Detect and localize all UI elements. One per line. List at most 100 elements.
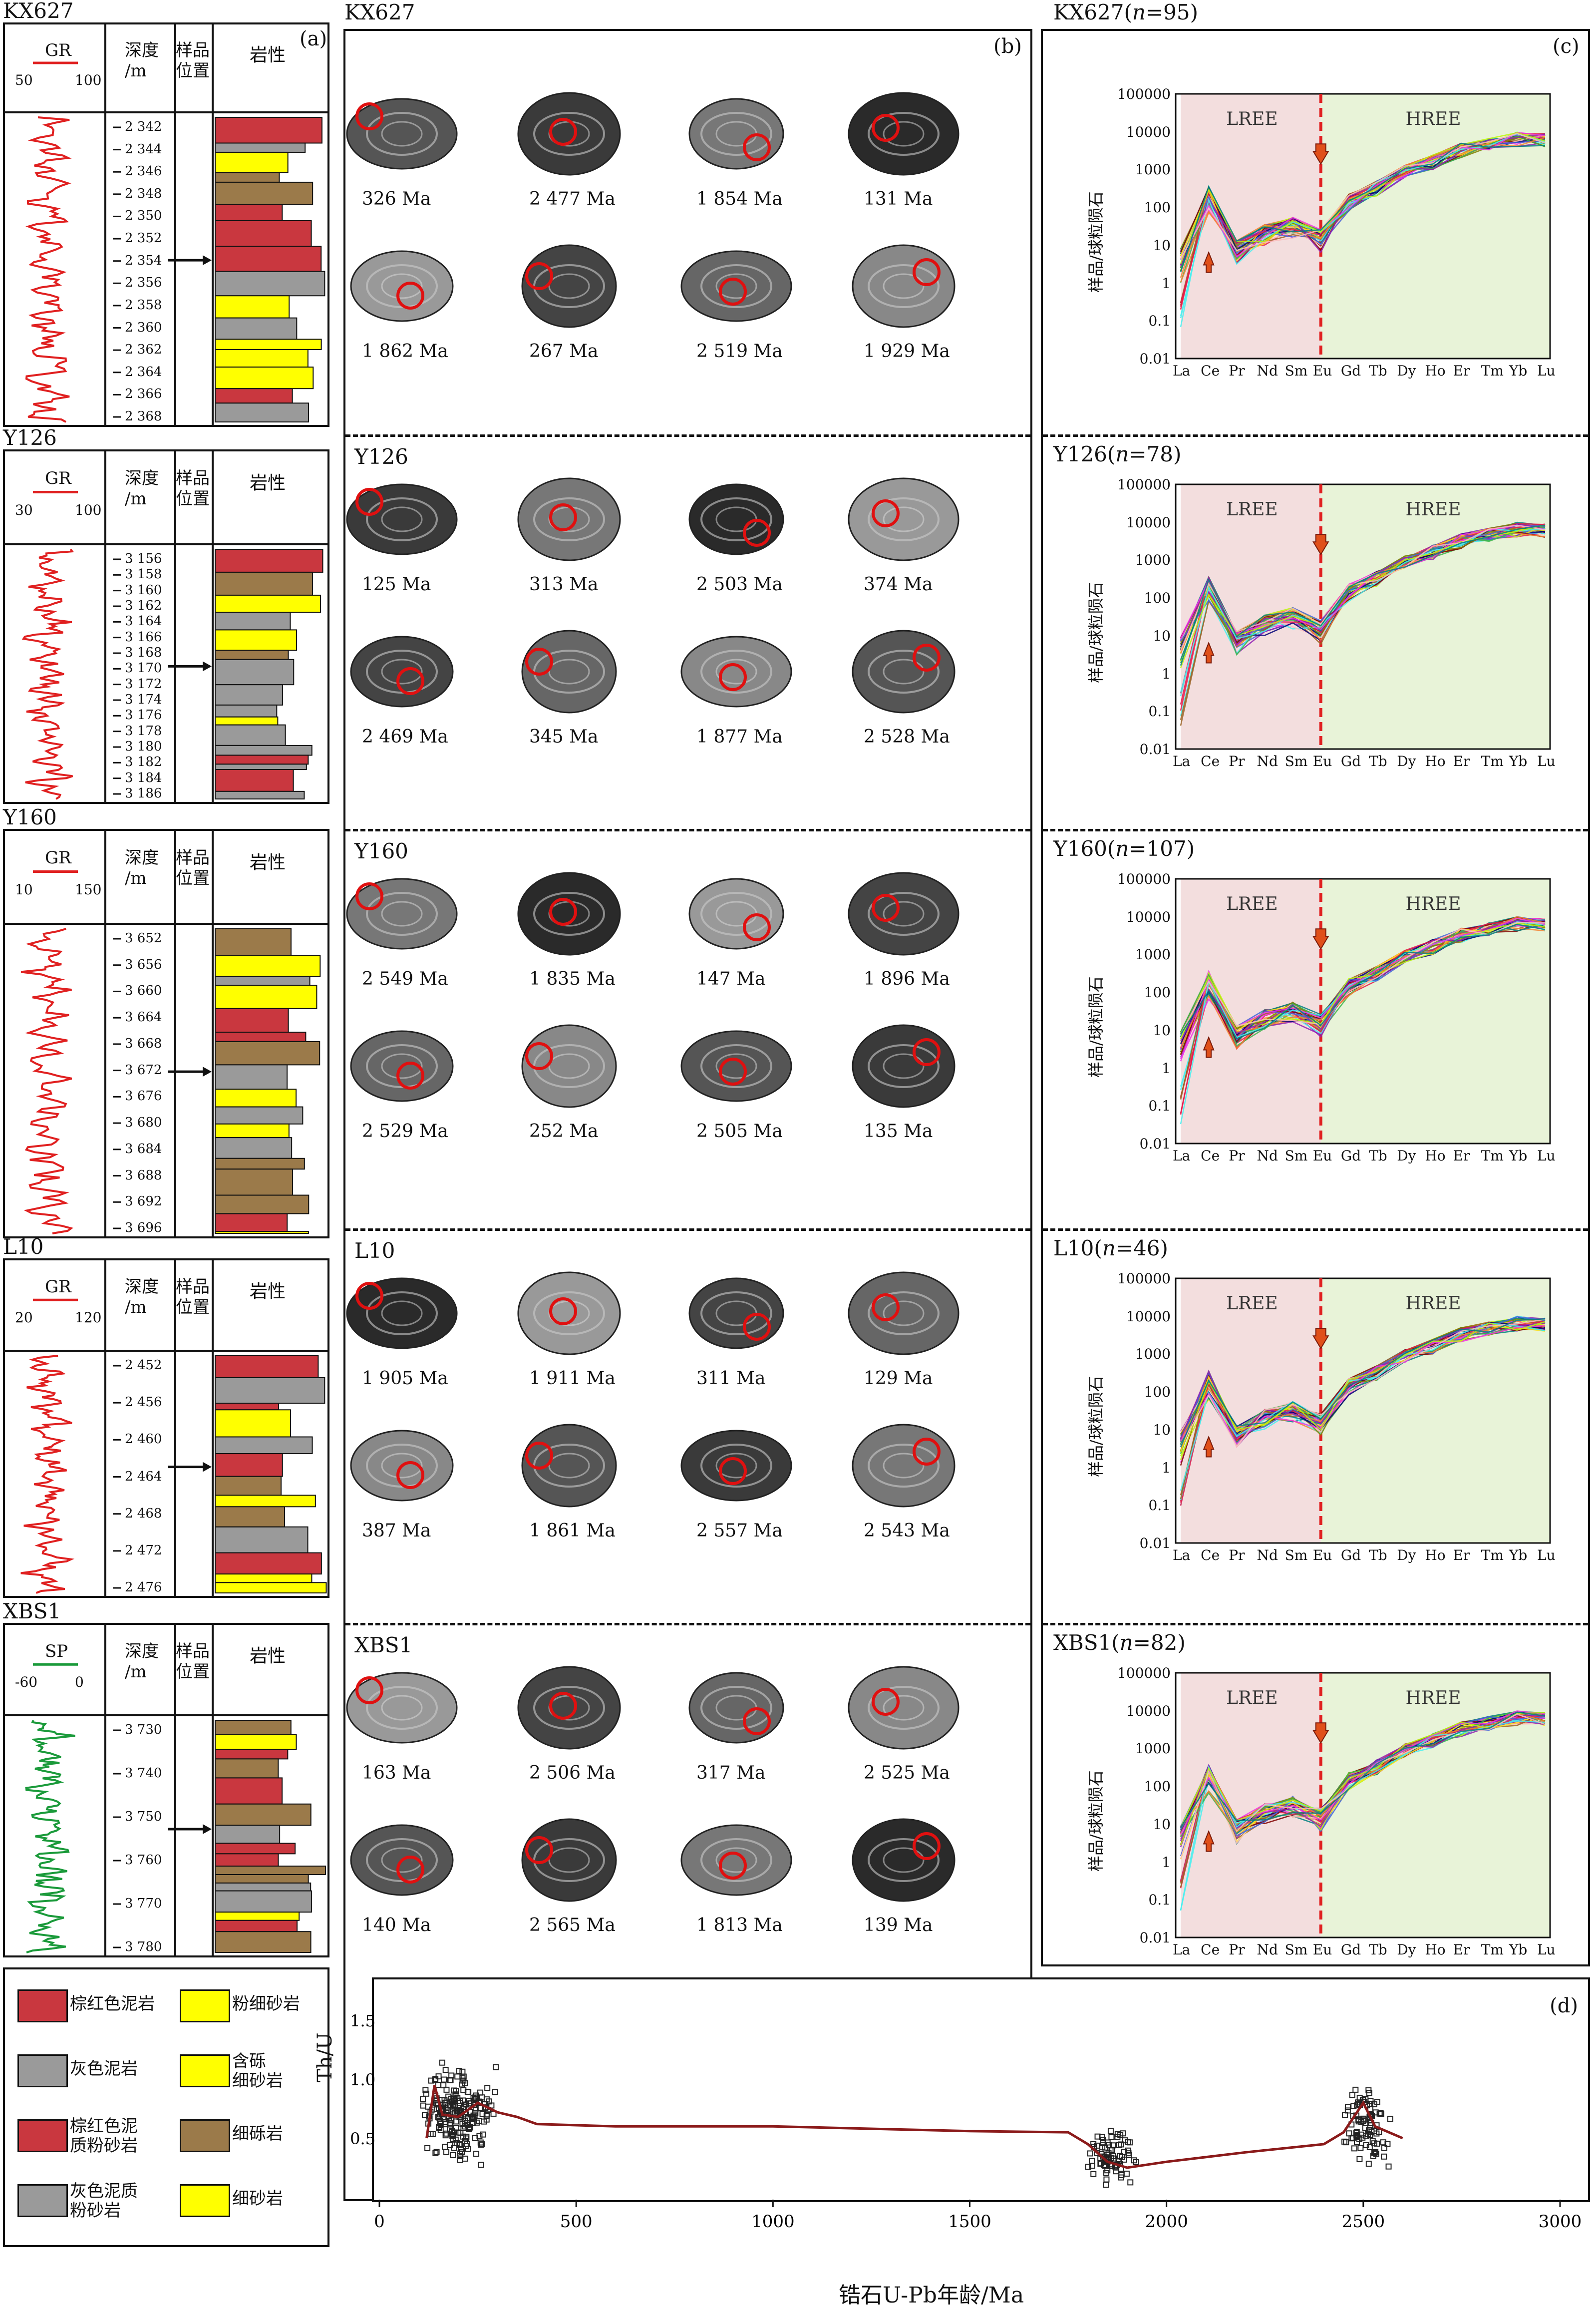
depth-tick-label: 2 456 [125, 1395, 162, 1410]
paren: ( [1124, 0, 1132, 24]
data-point [443, 2149, 450, 2155]
data-point [466, 2126, 472, 2132]
zircon-grain-image [688, 1277, 784, 1349]
zircon-age-label: 374 Ma [864, 574, 933, 595]
ree-panel-title: Y160(n=107) [1053, 836, 1195, 861]
eq: = [1145, 0, 1164, 24]
data-point [476, 2133, 483, 2139]
data-point [453, 2118, 459, 2125]
hree-label: HREE [1405, 109, 1461, 129]
data-point [440, 2115, 447, 2122]
ree-xtick: La [1173, 1547, 1191, 1563]
ree-xtick: Dy [1397, 1547, 1416, 1563]
well-log-svg [3, 22, 329, 427]
paren: ) [1173, 442, 1182, 466]
depth-tick-label: 3 770 [125, 1896, 162, 1911]
zircon-age-label: 1 861 Ma [529, 1521, 616, 1541]
ree-ytick: 10000 [1126, 1308, 1171, 1325]
panel-d-label: (d) [1550, 1994, 1578, 2017]
ree-ytick: 100 [1144, 199, 1171, 216]
ree-xtick: La [1173, 753, 1191, 770]
ree-xtick: Nd [1257, 753, 1278, 770]
depth-header: 深度 /m [125, 1277, 159, 1317]
ree-ytick: 10000 [1126, 123, 1171, 140]
ree-xtick: Yb [1509, 1547, 1528, 1563]
ree-plot-svg [1175, 878, 1551, 1145]
depth-tick-label: 3 692 [125, 1194, 162, 1209]
lree-label: LREE [1226, 499, 1278, 520]
ree-xtick: Gd [1340, 1941, 1361, 1958]
data-point [450, 2108, 456, 2115]
zircon-age-label: 313 Ma [529, 574, 599, 595]
chart-d-ylabel: Th/U [314, 2032, 336, 2082]
ree-ytick: 100 [1144, 1384, 1171, 1401]
data-point [450, 2152, 456, 2158]
data-point [1090, 2171, 1097, 2177]
zircon-age-label: 1 835 Ma [529, 969, 616, 989]
well-log-svg [3, 1623, 329, 1957]
ree-xtick: Er [1453, 1148, 1470, 1164]
ree-xtick: Pr [1229, 753, 1245, 770]
sample-header: 样品 位置 [176, 468, 210, 509]
legend-swatch [17, 2054, 68, 2087]
well-name: Y160 [3, 805, 57, 829]
data-point [464, 2088, 471, 2095]
legend-label: 含砾 细砂岩 [232, 2051, 283, 2091]
depth-tick-label: 2 358 [125, 297, 162, 313]
zircon-grain-image [346, 483, 458, 555]
ree-xtick: Gd [1340, 1148, 1361, 1164]
data-point [473, 2151, 480, 2157]
data-point [1107, 2147, 1114, 2153]
data-point [1385, 2163, 1392, 2170]
data-point [1364, 2131, 1371, 2137]
ree-xtick: Lu [1537, 363, 1556, 379]
zircon-age-label: 1 854 Ma [696, 189, 783, 209]
ree-ytick: 10000 [1126, 1702, 1171, 1719]
zircon-age-label: 326 Ma [362, 189, 431, 209]
ree-ytick: 0.01 [1139, 1929, 1171, 1946]
x-tick-label: 500 [560, 2212, 593, 2232]
data-point [1356, 2156, 1363, 2162]
depth-header: 深度 /m [125, 468, 159, 509]
ree-xtick: Tb [1369, 753, 1387, 770]
ree-xtick: Tb [1369, 1941, 1387, 1958]
zircon-grain-image [848, 1666, 959, 1750]
well-name: XBS1 [3, 1599, 61, 1623]
curve-name: GR [45, 468, 71, 488]
ree-xtick: Ho [1425, 363, 1446, 379]
ree-n: 107 [1146, 836, 1187, 861]
ree-xtick: Yb [1509, 1941, 1528, 1958]
panel-divider [345, 829, 1030, 831]
depth-tick-label: 3 176 [125, 708, 162, 723]
ree-xtick: Tm [1481, 363, 1504, 379]
legend-swatch [180, 1989, 230, 2022]
zircon-age-label: 1 929 Ma [864, 341, 950, 362]
zircon-grain-image [688, 878, 784, 950]
zircon-grain-image [521, 244, 617, 328]
legend-label: 灰色泥岩 [70, 2059, 138, 2079]
panel-d-thu-chart: (d) [372, 1977, 1590, 2202]
zircon-sample-title: L10 [354, 1238, 395, 1263]
depth-tick-label: 3 172 [125, 676, 162, 692]
panel-divider [1043, 1623, 1588, 1625]
zircon-sample-title: Y160 [354, 839, 408, 863]
depth-tick-label: 2 452 [125, 1358, 162, 1373]
data-point [1371, 2149, 1378, 2156]
hree-label: HREE [1405, 1293, 1461, 1314]
data-point [460, 2133, 466, 2140]
depth-header: 深度 /m [125, 848, 159, 888]
depth-tick-label: 3 164 [125, 614, 162, 629]
ree-panel-title: XBS1(n=82) [1053, 1630, 1186, 1655]
data-point [1118, 2141, 1124, 2148]
zircon-grain-image [517, 1271, 621, 1355]
ree-xtick: Lu [1537, 1941, 1556, 1958]
x-tick-label: 1000 [751, 2212, 795, 2232]
ree-xtick: Pr [1229, 1148, 1245, 1164]
data-point [433, 2149, 440, 2155]
ree-xtick: Sm [1284, 1941, 1308, 1958]
legend-label: 细砾岩 [232, 2124, 283, 2144]
curve-min: 10 [15, 881, 33, 898]
data-point [423, 2090, 429, 2097]
ree-xtick: Lu [1537, 1148, 1556, 1164]
ree-ytick: 1000 [1135, 161, 1171, 178]
